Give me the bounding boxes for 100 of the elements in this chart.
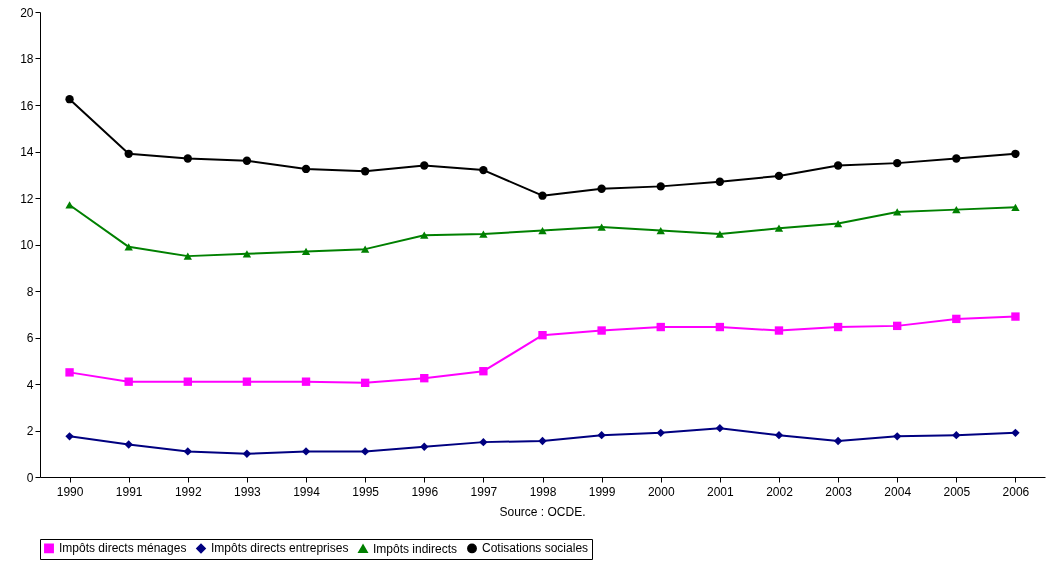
point: [893, 158, 902, 168]
y-tick-label: 0: [26, 470, 34, 485]
point: [952, 154, 961, 163]
point: [715, 177, 725, 186]
point: [715, 230, 725, 238]
x-tick-label: 2005: [943, 484, 971, 499]
x-tick-label: 2002: [766, 484, 794, 499]
x-tick-label: 1992: [174, 484, 202, 499]
point: [420, 442, 429, 451]
x-tick-label: 1994: [293, 484, 321, 499]
point: [360, 447, 370, 456]
point: [833, 436, 843, 446]
point: [479, 165, 488, 175]
x-tick-label: 1991: [115, 484, 143, 499]
y-tick-label: 16: [20, 98, 34, 113]
point: [479, 437, 488, 447]
point: [774, 430, 784, 440]
point: [124, 243, 133, 251]
point: [893, 321, 902, 331]
point: [360, 378, 370, 388]
point: [1011, 428, 1020, 438]
point: [1011, 312, 1020, 321]
x-tick-label: 2003: [825, 484, 853, 499]
x-tick-label: 1990: [56, 484, 84, 499]
point: [183, 252, 192, 260]
point: [656, 428, 665, 438]
point: [833, 219, 843, 228]
x-tick-label: 1996: [411, 484, 439, 499]
point: [893, 208, 902, 216]
point: [183, 154, 192, 163]
point: [952, 430, 961, 440]
point: [65, 201, 74, 209]
point: [952, 206, 961, 214]
point: [420, 231, 429, 239]
x-tick-label: 1997: [470, 484, 498, 499]
point: [656, 226, 665, 235]
point: [183, 447, 192, 456]
point: [420, 161, 429, 170]
y-tick-label: 12: [20, 191, 34, 206]
point: [301, 164, 311, 174]
point: [538, 191, 547, 200]
point: [183, 377, 192, 386]
y-tick-label: 20: [20, 5, 34, 20]
point: [597, 430, 606, 440]
point: [420, 374, 429, 383]
point: [65, 95, 74, 104]
legend-label: Impôts directs ménages: [59, 541, 187, 556]
point: [124, 149, 133, 158]
point: [715, 322, 725, 332]
point: [656, 322, 665, 332]
point: [360, 167, 370, 176]
x-tick-label: 1993: [234, 484, 262, 499]
point: [1011, 149, 1020, 158]
point: [242, 377, 252, 386]
x-tick-label: 1995: [352, 484, 380, 499]
y-tick-label: 14: [20, 145, 34, 159]
point: [774, 171, 784, 181]
point: [301, 377, 311, 386]
point: [774, 326, 784, 335]
y-tick-label: 4: [26, 377, 34, 392]
point: [360, 245, 370, 253]
point: [833, 322, 843, 332]
point: [124, 377, 133, 386]
legend-label: Impôts indirects: [373, 541, 458, 556]
point: [301, 247, 311, 256]
point: [893, 432, 902, 441]
point: [242, 449, 252, 458]
x-tick-label: 2000: [647, 484, 675, 499]
point: [242, 250, 252, 258]
point: [65, 432, 74, 441]
x-tick-label: 2001: [707, 484, 735, 499]
point: [479, 230, 488, 238]
point: [597, 184, 606, 193]
y-tick-label: 8: [26, 284, 34, 299]
point: [301, 447, 311, 456]
point: [833, 161, 843, 170]
y-tick-label: 2: [26, 424, 34, 438]
point: [952, 314, 961, 324]
point: [538, 226, 547, 235]
point: [715, 423, 725, 433]
point: [1011, 203, 1020, 211]
point: [597, 326, 606, 335]
point: [774, 224, 784, 232]
legend-label: Cotisations sociales: [482, 541, 589, 556]
y-tick-label: 6: [26, 331, 34, 345]
y-tick-label: 10: [20, 238, 34, 252]
x-tick-label: 1999: [588, 484, 616, 499]
point: [597, 223, 606, 231]
x-tick-label: 2006: [1002, 484, 1030, 499]
point: [242, 156, 252, 165]
point: [656, 182, 665, 191]
x-tick-label: 1998: [529, 484, 557, 499]
source-note: Source : OCDE.: [499, 505, 586, 519]
legend-label: Impôts directs entreprises: [211, 541, 349, 556]
point: [124, 440, 133, 449]
point: [538, 436, 547, 446]
x-tick-label: 2004: [884, 484, 912, 499]
point: [538, 330, 547, 340]
y-tick-label: 18: [20, 52, 34, 66]
point: [65, 368, 74, 377]
